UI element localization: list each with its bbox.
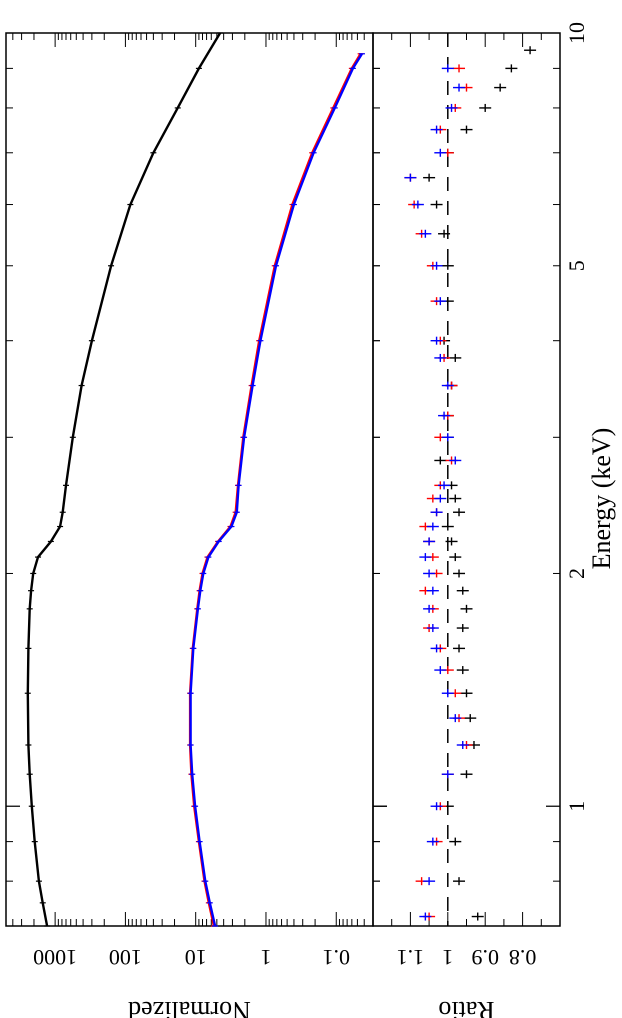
upper-y-axis-label: Normalized <box>128 996 251 1018</box>
lower-tick-label: 0.8 <box>509 945 537 970</box>
x-tick-label: 2 <box>564 568 589 579</box>
ratio-point <box>441 261 454 270</box>
ratio-point <box>434 666 447 675</box>
ratio-point <box>453 83 466 92</box>
x-tick-label: 5 <box>564 260 589 271</box>
ratio-point <box>460 604 473 613</box>
ratio-point <box>441 381 454 390</box>
upper-tick-label: 1 <box>260 945 271 970</box>
normalized-series-line <box>26 32 222 927</box>
ratio-point <box>430 125 443 134</box>
ratio-point <box>411 200 424 209</box>
ratio-point <box>449 494 462 503</box>
lower-tick-label: 1 <box>442 945 453 970</box>
upper-tick-label: 10 <box>185 945 207 970</box>
lower-y-axis-label: Ratio <box>438 996 494 1018</box>
ratio-point <box>449 353 462 362</box>
ratio-point <box>419 912 432 921</box>
ratio-point <box>426 522 439 531</box>
x-axis-label: Energy (keV) <box>587 428 616 570</box>
ratio-point <box>456 741 469 750</box>
ratio-point <box>419 229 432 238</box>
normalized-series-line <box>189 53 364 927</box>
ratio-panel <box>372 32 561 927</box>
x-tick-label: 1 <box>564 801 589 812</box>
ratio-point <box>430 802 443 811</box>
ratio-point <box>449 456 462 465</box>
ratio-point <box>404 173 417 182</box>
ratio-point <box>453 644 466 653</box>
upper-frame <box>5 32 374 927</box>
ratio-point <box>456 624 469 633</box>
ratio-point <box>453 877 466 886</box>
ratio-point <box>449 553 462 562</box>
ratio-point <box>445 537 458 546</box>
lower-tick-label: 0.9 <box>471 945 499 970</box>
ratio-point <box>423 173 436 182</box>
ratio-point <box>426 837 439 846</box>
ratio-point <box>441 689 454 698</box>
ratio-point <box>430 336 443 345</box>
upper-tick-label: 0.1 <box>323 945 351 970</box>
ratio-point <box>456 586 469 595</box>
ratio-point <box>453 569 466 578</box>
ratio-point <box>464 714 477 723</box>
lower-frame <box>372 32 561 927</box>
ratio-point <box>430 200 443 209</box>
ratio-point <box>426 624 439 633</box>
ratio-point <box>460 770 473 779</box>
upper-tick-label: 1000 <box>33 945 77 970</box>
normalized-panel <box>5 32 387 927</box>
ratio-point <box>505 64 518 73</box>
ratio-point <box>434 297 447 306</box>
ratio-point <box>441 770 454 779</box>
ratio-point <box>423 537 436 546</box>
normalized-series-line <box>188 53 362 927</box>
ratio-point <box>449 714 462 723</box>
ratio-point <box>438 411 451 420</box>
ratio-point <box>460 689 473 698</box>
ratio-point <box>419 553 432 562</box>
ratio-point <box>438 229 451 238</box>
ratio-point <box>456 666 469 675</box>
lower-tick-label: 1.1 <box>397 945 425 970</box>
ratio-point <box>524 46 537 55</box>
ratio-point <box>441 522 454 531</box>
ratio-point <box>434 148 447 157</box>
ratio-point <box>434 353 447 362</box>
ratio-point <box>441 64 454 73</box>
ratio-point <box>430 644 443 653</box>
x-tick-label: 10 <box>564 22 589 44</box>
ratio-point <box>471 912 484 921</box>
ratio-point <box>494 83 507 92</box>
ratio-point <box>423 604 436 613</box>
ratio-point <box>460 125 473 134</box>
ratio-point <box>423 569 436 578</box>
upper-tick-label: 100 <box>109 945 142 970</box>
ratio-point <box>453 508 466 517</box>
ratio-point <box>453 64 466 73</box>
ratio-point <box>441 433 454 442</box>
ratio-point <box>449 837 462 846</box>
ratio-point <box>445 103 458 112</box>
ratio-point <box>434 494 447 503</box>
ratio-point <box>430 508 443 517</box>
ratio-point <box>426 586 439 595</box>
ratio-point <box>434 456 447 465</box>
ratio-point <box>479 103 492 112</box>
ratio-point <box>423 877 436 886</box>
ratio-point <box>438 481 451 490</box>
ratio-point <box>430 261 443 270</box>
